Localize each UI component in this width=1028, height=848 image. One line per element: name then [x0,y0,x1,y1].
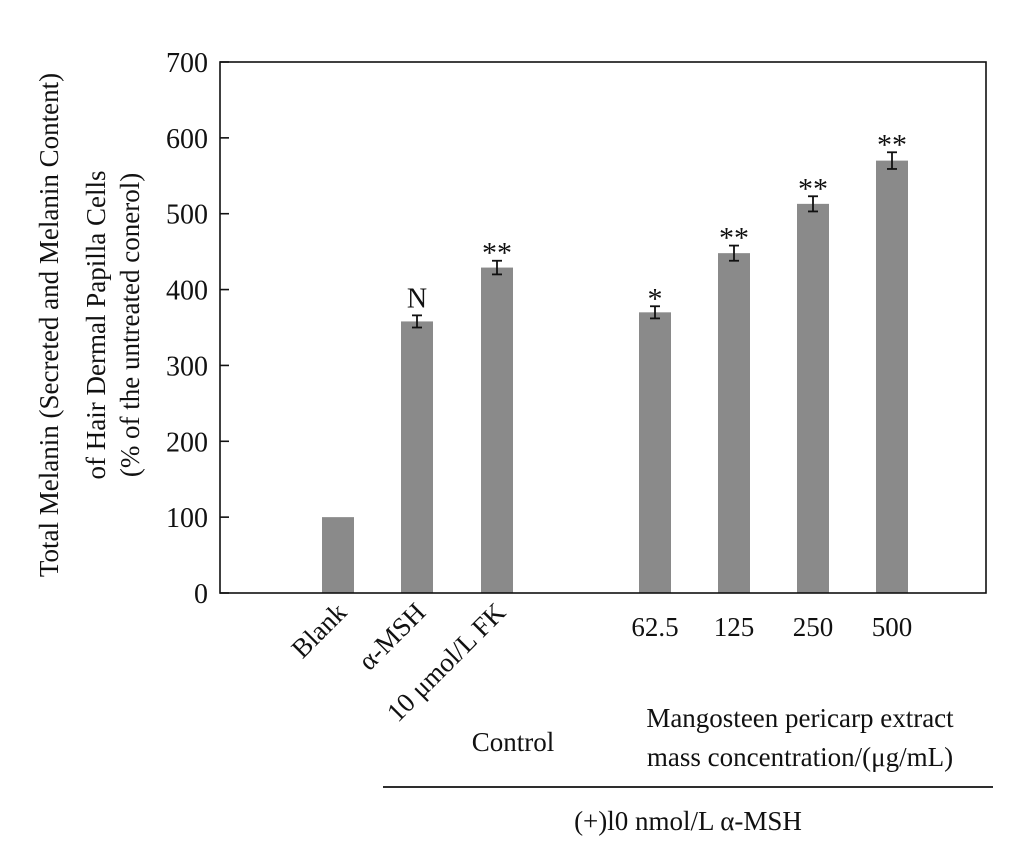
error-bar [808,195,818,213]
bar [481,267,513,593]
bars: N********* [322,128,908,594]
x-tick-label: α-MSH [352,597,431,676]
error-bar [492,259,502,276]
y-axis-label-line-2: of Hair Dermal Papilla Cells [81,171,111,480]
x-tick-label: 62.5 [631,612,678,642]
bar [322,517,354,593]
x-tick-label: 250 [793,612,834,642]
error-bar [650,305,660,320]
y-tick-label: 600 [166,124,208,155]
bar [876,160,908,593]
bar [797,203,829,594]
group-label-control: Control [472,727,555,757]
significance-label: * [648,282,663,315]
y-tick-label: 400 [166,276,208,307]
significance-label: ** [719,222,749,255]
y-tick-label: 100 [166,503,208,534]
bar [718,253,750,593]
x-tick-label: 500 [872,612,913,642]
y-tick-label: 200 [166,427,208,458]
x-tick-label: Blank [285,597,352,664]
bar [401,321,433,593]
significance-label: ** [798,172,828,205]
y-tick-label: 300 [166,351,208,382]
y-axis-label-line-3: (% of the untreated conerol) [115,173,145,477]
group-label-extract-line-1: Mangosteen pericarp extract [646,703,954,733]
plot-frame [219,61,987,594]
y-axis-ticks: 0 100 200 300 400 500 600 700 [166,48,229,610]
error-bar [729,244,739,262]
y-tick-label: 700 [166,48,208,79]
error-bar [412,314,422,329]
treatment-label: (+)l0 nmol/L α-MSH [574,806,802,836]
bar [639,312,671,593]
y-axis-label-line-1: Total Melanin (Secreted and Melanin Cont… [34,73,64,577]
significance-label: N [407,283,427,314]
significance-label: ** [482,237,512,270]
x-tick-label: 125 [714,612,755,642]
y-tick-label: 0 [194,579,208,610]
error-bar [887,151,897,170]
group-label-extract-line-2: mass concentration/(μg/mL) [647,742,953,772]
significance-label: ** [877,128,907,161]
y-tick-label: 500 [166,200,208,231]
y-axis-label: Total Melanin (Secreted and Melanin Cont… [34,73,145,577]
